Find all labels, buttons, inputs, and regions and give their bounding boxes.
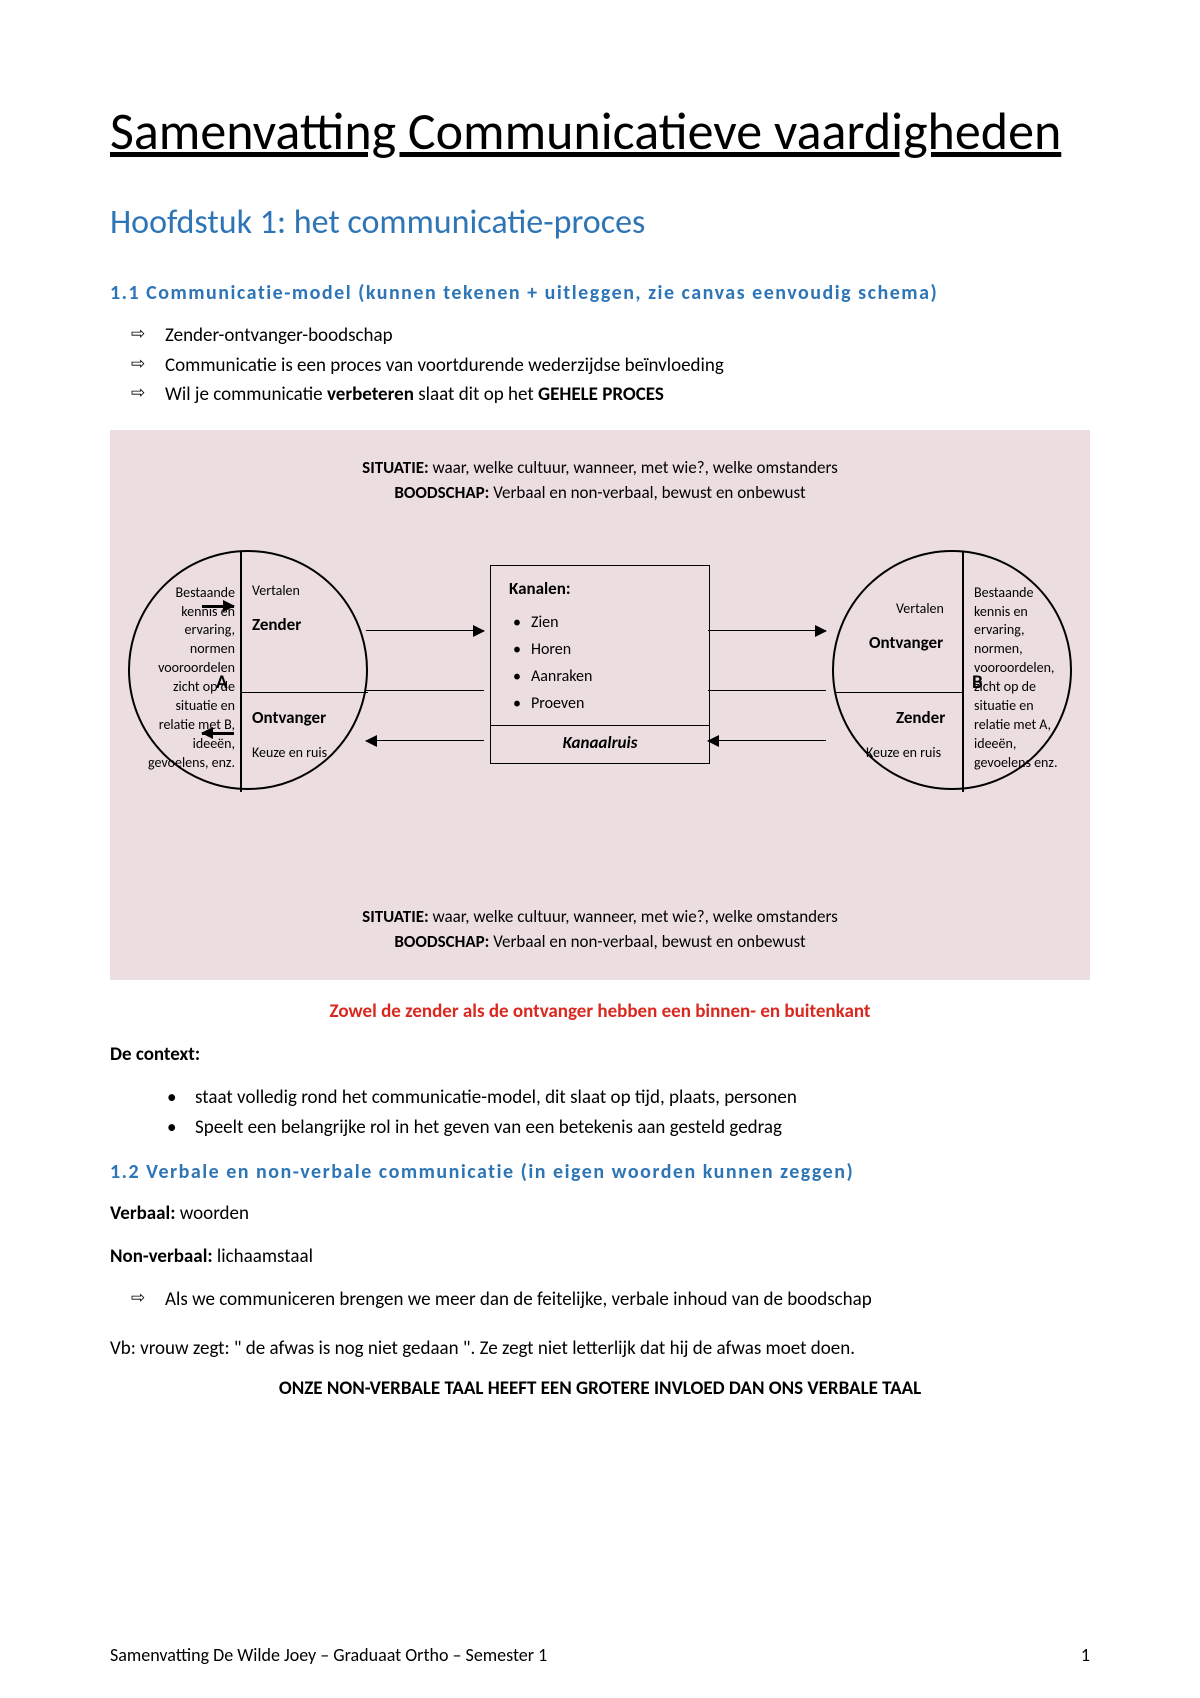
- kanalen-list: Zien Horen Aanraken Proeven: [509, 609, 691, 718]
- situatie-label: SITUATIE:: [362, 457, 429, 478]
- vertalen-label: Vertalen: [252, 582, 300, 601]
- list-item: Als we communiceren brengen we meer dan …: [165, 1285, 1090, 1314]
- inner-arrow-icon: [202, 732, 234, 735]
- list-item: Horen: [531, 636, 691, 663]
- example-line: Vb: vrouw zegt: " de afwas is nog niet g…: [110, 1335, 1090, 1364]
- diagram-bottom-caption: SITUATIE: waar, welke cultuur, wanneer, …: [110, 904, 1090, 955]
- list-item: Aanraken: [531, 663, 691, 690]
- circle-b-outer-text: Bestaande kennis en ervaring, normen, vo…: [974, 584, 1069, 773]
- situatie-text: waar, welke cultuur, wanneer, met wie?, …: [433, 906, 838, 927]
- section-1-1-heading: 1.1 Communicatie-model (kunnen tekenen +…: [110, 281, 1090, 305]
- a-label: A: [216, 670, 228, 696]
- kanaalruis-label: Kanaalruis: [491, 725, 709, 753]
- vertalen-label: Vertalen: [896, 600, 944, 619]
- kanalen-title: Kanalen:: [509, 578, 691, 599]
- page-footer: Samenvatting De Wilde Joey – Graduaat Or…: [110, 1644, 1090, 1666]
- context-heading: De context:: [110, 1041, 1090, 1070]
- chapter-heading: Hoofdstuk 1: het communicatie-proces: [110, 202, 1090, 243]
- section-1-1-list: Zender-ontvanger-boodschap Communicatie …: [110, 321, 1090, 409]
- boodschap-text: Verbaal en non-verbaal, bewust en onbewu…: [493, 931, 805, 952]
- inner-arrow-icon: [202, 605, 234, 608]
- forward-arrow-icon: [366, 630, 484, 632]
- feedback-arrow-icon: [366, 740, 484, 742]
- keuze-label: Keuze en ruis: [866, 744, 941, 763]
- document-title: Samenvatting Communicatieve vaardigheden: [110, 100, 1090, 162]
- list-item: Proeven: [531, 690, 691, 717]
- communication-diagram: SITUATIE: waar, welke cultuur, wanneer, …: [110, 430, 1090, 980]
- connector-line: [366, 690, 484, 692]
- boodschap-label: BOODSCHAP:: [394, 931, 489, 952]
- keuze-label: Keuze en ruis: [252, 744, 327, 763]
- conclusion-line: ONZE NON-VERBALE TAAL HEEFT EEN GROTERE …: [110, 1377, 1090, 1400]
- circle-hline: [836, 692, 962, 694]
- nonverbaal-label: Non-verbaal:: [110, 1245, 213, 1268]
- circle-a: Bestaande kennis en ervaring, normen voo…: [128, 550, 368, 790]
- boodschap-text: Verbaal en non-verbaal, bewust en onbewu…: [493, 482, 805, 503]
- circle-divider: [240, 552, 242, 792]
- verbaal-text: woorden: [180, 1202, 249, 1225]
- nonverbaal-text: lichaamstaal: [217, 1245, 313, 1268]
- ontvanger-label: Ontvanger: [869, 632, 943, 655]
- verbaal-label: Verbaal:: [110, 1202, 175, 1225]
- list-item: Zien: [531, 609, 691, 636]
- list-item: Communicatie is een proces van voortdure…: [165, 351, 1090, 380]
- page-number: 1: [1081, 1644, 1090, 1666]
- circle-divider: [962, 552, 964, 792]
- list-item: staat volledig rond het communicatie-mod…: [195, 1083, 1090, 1112]
- list-item: Speelt een belangrijke rol in het geven …: [195, 1113, 1090, 1142]
- footer-text: Samenvatting De Wilde Joey – Graduaat Or…: [110, 1644, 547, 1666]
- channel-box: Kanalen: Zien Horen Aanraken Proeven Kan…: [490, 565, 710, 765]
- list-item: Wil je communicatie verbeteren slaat dit…: [165, 380, 1090, 409]
- connector-line: [708, 690, 826, 692]
- diagram-top-caption: SITUATIE: waar, welke cultuur, wanneer, …: [110, 455, 1090, 506]
- zender-label: Zender: [896, 707, 945, 730]
- list-item: Zender-ontvanger-boodschap: [165, 321, 1090, 350]
- red-note: Zowel de zender als de ontvanger hebben …: [110, 1000, 1090, 1023]
- zender-label: Zender: [252, 614, 301, 637]
- situatie-text: waar, welke cultuur, wanneer, met wie?, …: [433, 457, 838, 478]
- section-1-2-heading: 1.2 Verbale en non-verbale communicatie …: [110, 1160, 1090, 1184]
- context-list: staat volledig rond het communicatie-mod…: [110, 1083, 1090, 1142]
- nonverbaal-line: Non-verbaal: lichaamstaal: [110, 1243, 1090, 1272]
- ontvanger-label: Ontvanger: [252, 707, 326, 730]
- boodschap-label: BOODSCHAP:: [394, 482, 489, 503]
- forward-arrow-icon: [708, 630, 826, 632]
- circle-hline: [240, 692, 368, 694]
- feedback-arrow-icon: [708, 740, 826, 742]
- situatie-label: SITUATIE:: [362, 906, 429, 927]
- verbaal-line: Verbaal: woorden: [110, 1200, 1090, 1229]
- b-label: B: [972, 670, 983, 696]
- section-1-2-list: Als we communiceren brengen we meer dan …: [110, 1285, 1090, 1314]
- circle-b: Bestaande kennis en ervaring, normen, vo…: [832, 550, 1072, 790]
